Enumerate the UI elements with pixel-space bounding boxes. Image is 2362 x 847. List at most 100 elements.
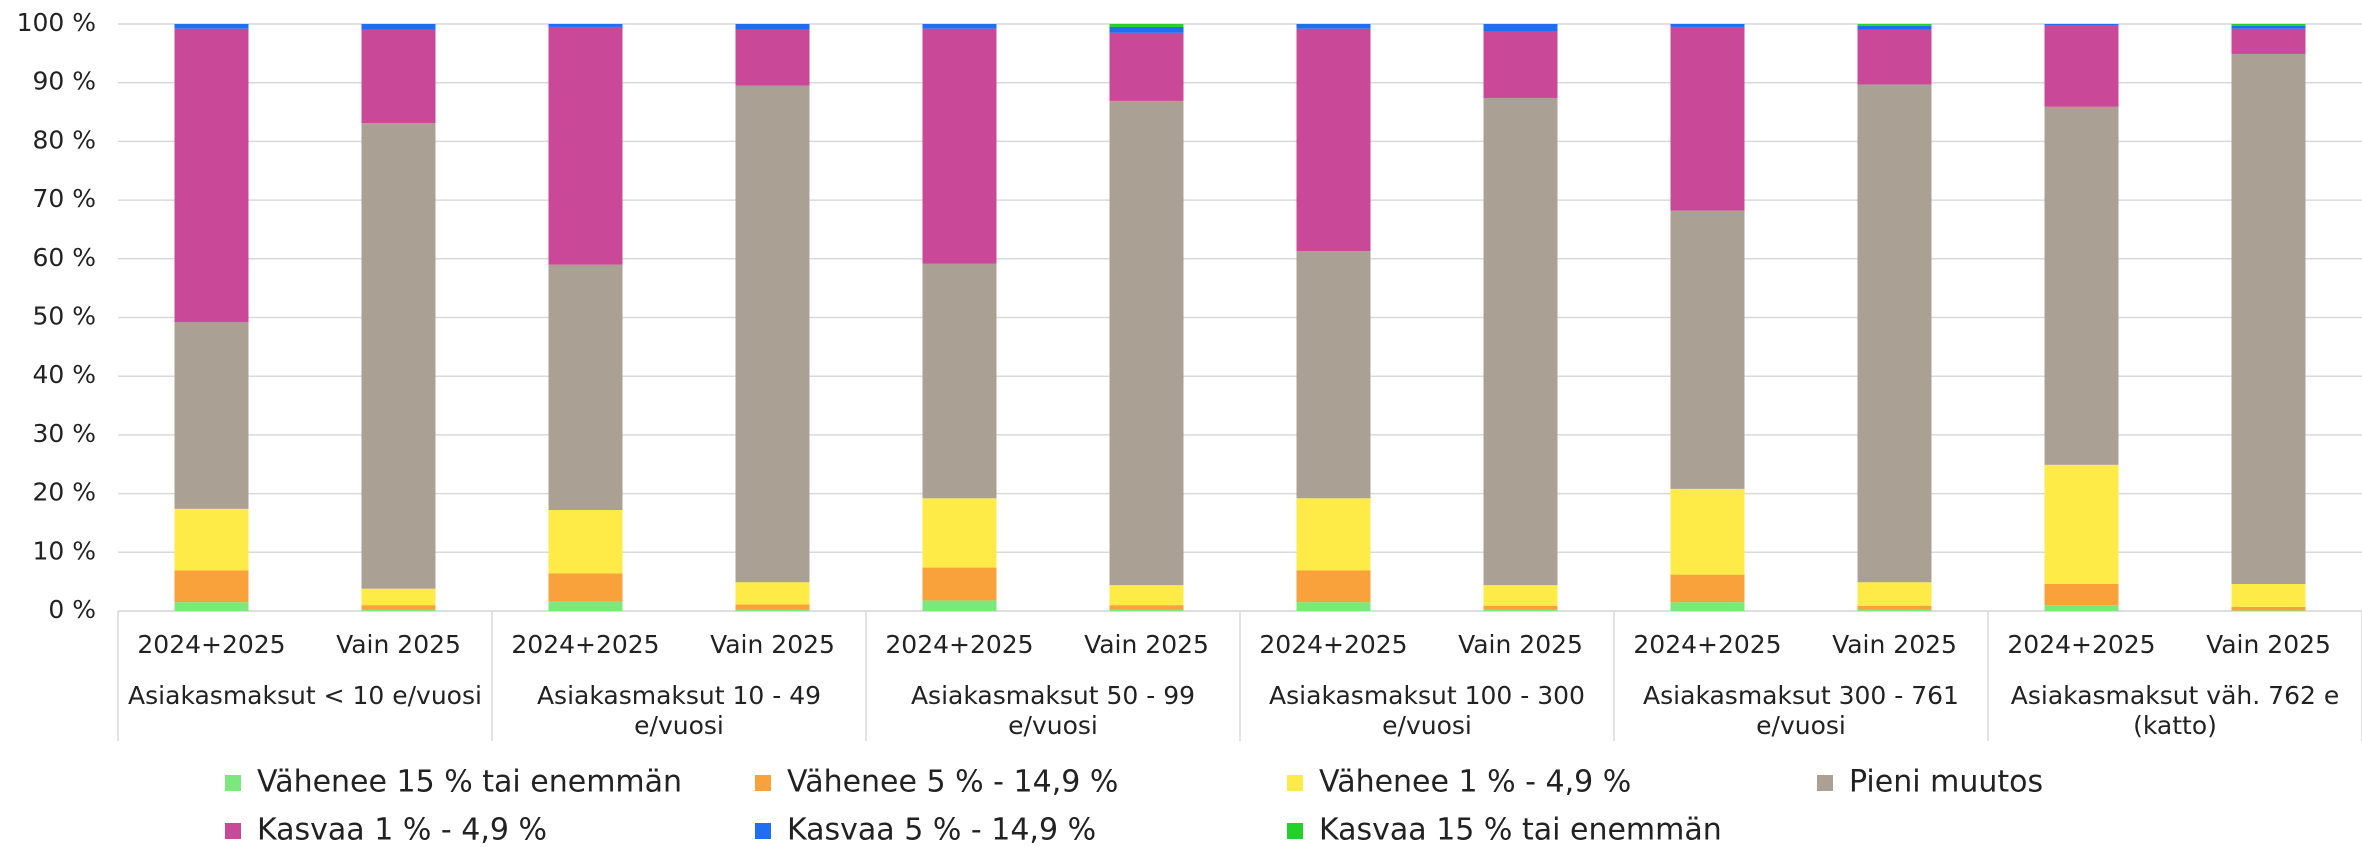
x-tick-label: Vain 2025 (2206, 630, 2331, 659)
legend-swatch (1287, 775, 1303, 791)
bar-segment (2231, 606, 2306, 611)
legend-swatch (755, 823, 771, 839)
bar-segment (1670, 602, 1745, 611)
bar-segment (1296, 28, 1371, 252)
bar-segment (1483, 585, 1558, 606)
bar-segment (1296, 570, 1371, 603)
bar-segment (922, 567, 997, 601)
x-tick-label: 2024+2025 (511, 630, 659, 659)
legend-label: Kasvaa 1 % - 4,9 % (257, 813, 547, 847)
y-tick-label: 0 % (48, 595, 96, 624)
bar-segment (2044, 24, 2119, 26)
bar-segment (174, 508, 249, 571)
bar-segment (2231, 28, 2306, 54)
bar-segment (1670, 24, 1745, 27)
bar-segment (2231, 53, 2306, 584)
bar-segment (2231, 583, 2306, 607)
bar-segment (1109, 24, 1184, 27)
bar-segment (735, 24, 810, 30)
x-tick-label: Vain 2025 (1084, 630, 1209, 659)
bar-segment (2231, 24, 2306, 26)
bar-segment (361, 605, 436, 610)
legend-label: Kasvaa 5 % - 14,9 % (787, 813, 1096, 847)
y-tick-label: 30 % (32, 419, 96, 448)
bar-segment (2044, 605, 2119, 611)
bar-segment (1483, 97, 1558, 586)
y-tick-label: 80 % (32, 125, 96, 154)
bar-segment (1109, 605, 1184, 610)
y-tick-label: 50 % (32, 302, 96, 331)
x-tick-label: Vain 2025 (1458, 630, 1583, 659)
bar-segment (548, 264, 623, 511)
bar-segment (735, 29, 810, 86)
legend-swatch (1287, 823, 1303, 839)
bar-segment (1670, 574, 1745, 603)
bar-segment (1109, 585, 1184, 606)
group-label: Asiakasmaksut 10 - 49 e/vuosi (536, 681, 822, 740)
group-label: Asiakasmaksut < 10 e/vuosi (128, 681, 482, 710)
bar-segment (2044, 464, 2119, 584)
bar-segment (2044, 25, 2119, 107)
bar-segment (735, 85, 810, 583)
bar-segment (922, 498, 997, 568)
group-label: Asiakasmaksut 300 - 761 e/vuosi (1643, 681, 1959, 740)
bar-segment (735, 604, 810, 610)
bar-segment (1483, 605, 1558, 610)
bar-segment (2231, 25, 2306, 29)
bar-segment (922, 263, 997, 499)
bar-segment (1109, 32, 1184, 101)
x-tick-label: Vain 2025 (1832, 630, 1957, 659)
bar-segment (735, 609, 810, 611)
bar-segment (548, 573, 623, 602)
bar-segment (1483, 31, 1558, 98)
bar-segment (548, 601, 623, 611)
bar-segment (2044, 583, 2119, 606)
bar-segment (1296, 251, 1371, 499)
bar-segment (2044, 106, 2119, 465)
bar-segment (361, 609, 436, 611)
legend-label: Vähenee 15 % tai enemmän (257, 765, 682, 800)
bar-segment (1857, 582, 1932, 606)
bar-segment (1670, 488, 1745, 575)
x-tick-label: 2024+2025 (1259, 630, 1407, 659)
x-tick-label: Vain 2025 (710, 630, 835, 659)
x-tick-label: 2024+2025 (885, 630, 1033, 659)
bar-segment (2231, 610, 2306, 611)
bar-segment (1857, 25, 1932, 30)
bar-segment (922, 24, 997, 29)
x-tick-label: 2024+2025 (2007, 630, 2155, 659)
legend-swatch (1817, 775, 1833, 791)
bar-segment (922, 600, 997, 611)
y-tick-label: 20 % (32, 478, 96, 507)
y-tick-label: 10 % (32, 536, 96, 565)
bar-segment (174, 24, 249, 29)
x-tick-label: Vain 2025 (336, 630, 461, 659)
bar-segment (174, 28, 249, 323)
y-tick-label: 60 % (32, 243, 96, 272)
legend-label: Vähenee 5 % - 14,9 % (787, 765, 1118, 800)
bar-segment (361, 588, 436, 606)
bar-segment (174, 322, 249, 509)
bar-segment (1109, 26, 1184, 33)
legend-swatch (225, 775, 241, 791)
bar-segment (174, 602, 249, 611)
bar-segment (548, 510, 623, 574)
legend-label: Vähenee 1 % - 4,9 % (1319, 765, 1631, 800)
y-tick-label: 100 % (17, 8, 96, 37)
legend-swatch (225, 823, 241, 839)
bar-segment (1296, 24, 1371, 29)
bar-segment (174, 570, 249, 603)
bar-segment (1857, 605, 1932, 610)
bar-segment (1109, 100, 1184, 586)
bar-segment (1857, 29, 1932, 85)
legend-swatch (755, 775, 771, 791)
bar-segment (1296, 498, 1371, 571)
bar-segment (922, 28, 997, 264)
y-tick-label: 40 % (32, 360, 96, 389)
bar-segment (735, 582, 810, 605)
group-label: Asiakasmaksut väh. 762 e (katto) (2010, 681, 2340, 740)
bar-segment (1670, 26, 1745, 211)
bar-segment (361, 24, 436, 30)
bar-segment (1857, 24, 1932, 26)
